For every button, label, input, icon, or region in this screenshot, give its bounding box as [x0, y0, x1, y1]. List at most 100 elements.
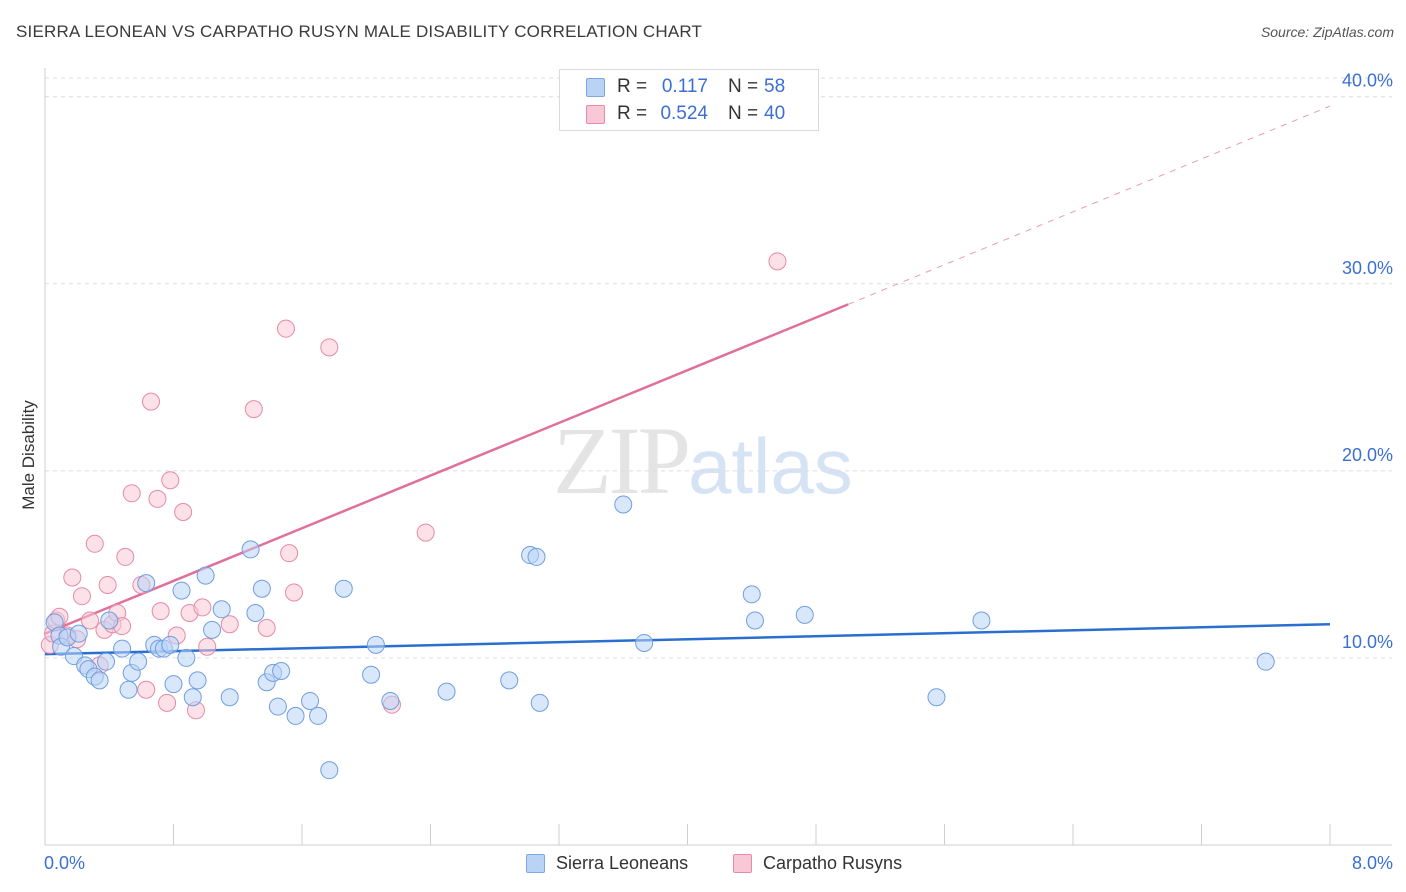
legend-r-value: 0.524 [660, 103, 708, 124]
point-carpatho-rusyns [151, 602, 170, 621]
y-tick-label: 20.0% [1342, 445, 1393, 465]
point-carpatho-rusyns [416, 523, 435, 542]
legend-n-label: N = [728, 76, 759, 97]
point-sierra-leoneans [272, 662, 291, 681]
point-sierra-leoneans [220, 688, 239, 707]
point-sierra-leoneans [246, 604, 265, 623]
legend-row-carpatho-rusyns: R = 0.524 N = 40 [586, 102, 785, 126]
point-carpatho-rusyns [158, 693, 177, 712]
x-tick-label-max: 8.0% [1352, 853, 1393, 873]
point-sierra-leoneans [795, 605, 814, 624]
point-sierra-leoneans [177, 648, 196, 667]
point-sierra-leoneans [437, 682, 456, 701]
point-carpatho-rusyns [768, 252, 787, 271]
point-carpatho-rusyns [320, 338, 339, 357]
point-carpatho-rusyns [244, 400, 263, 419]
axes [44, 68, 1392, 846]
y-tick-label: 30.0% [1342, 258, 1393, 278]
legend-swatch-pink [586, 104, 605, 124]
series-label: Carpatho Rusyns [763, 852, 903, 873]
point-sierra-leoneans [500, 671, 519, 690]
legend-n-value: 40 [764, 103, 786, 124]
point-sierra-leoneans [366, 635, 385, 654]
point-sierra-leoneans [129, 652, 148, 671]
point-sierra-leoneans [334, 579, 353, 598]
point-sierra-leoneans [100, 611, 119, 630]
point-sierra-leoneans [113, 639, 132, 658]
legend-r-value: 0.117 [661, 76, 708, 97]
point-sierra-leoneans [196, 566, 215, 585]
legend-swatch-blue [586, 77, 605, 97]
point-carpatho-rusyns [276, 319, 295, 338]
series-swatch-blue [526, 853, 545, 873]
point-sierra-leoneans [320, 761, 339, 780]
series-legend-carpatho-rusyns: Carpatho Rusyns [733, 851, 902, 875]
point-sierra-leoneans [286, 706, 305, 725]
point-carpatho-rusyns [161, 471, 180, 490]
y-tick-label: 40.0% [1342, 71, 1393, 91]
point-sierra-leoneans [137, 574, 156, 593]
tick-labels: 10.0% 20.0% 30.0% 40.0% 0.0% 8.0% [44, 71, 1393, 873]
legend-n-value: 58 [764, 76, 786, 97]
point-sierra-leoneans [362, 665, 381, 684]
point-sierra-leoneans [161, 635, 180, 654]
trend-line-carpatho-rusyns [44, 303, 849, 635]
chart-title: SIERRA LEONEAN VS CARPATHO RUSYN MALE DI… [16, 22, 703, 41]
point-carpatho-rusyns [80, 611, 99, 630]
point-carpatho-rusyns [193, 598, 212, 617]
legend-row-sierra-leoneans: R = 0.117 N = 58 [586, 75, 785, 99]
point-sierra-leoneans [119, 680, 138, 699]
point-carpatho-rusyns [72, 587, 91, 606]
y-tick-label: 10.0% [1342, 632, 1393, 652]
point-carpatho-rusyns [148, 489, 167, 508]
trend-lines [44, 105, 1331, 656]
correlation-legend: R = 0.117 N = 58 R = 0.524 N = 40 [559, 69, 819, 131]
point-carpatho-rusyns [284, 583, 303, 602]
point-sierra-leoneans [614, 495, 633, 514]
legend-r-label: R = [617, 103, 648, 124]
point-carpatho-rusyns [142, 392, 161, 411]
point-sierra-leoneans [309, 706, 328, 725]
x-tick-label-min: 0.0% [44, 853, 85, 873]
point-sierra-leoneans [742, 585, 761, 604]
point-sierra-leoneans [164, 675, 183, 694]
gridlines [45, 77, 1392, 659]
series-label: Sierra Leoneans [556, 852, 689, 873]
point-sierra-leoneans [241, 540, 260, 559]
trend-line-sierra-leoneans [44, 623, 1331, 656]
point-carpatho-rusyns [63, 568, 82, 587]
point-sierra-leoneans [188, 671, 207, 690]
point-sierra-leoneans [183, 688, 202, 707]
point-sierra-leoneans [635, 633, 654, 652]
point-sierra-leoneans [203, 620, 222, 639]
point-sierra-leoneans [972, 611, 991, 630]
point-sierra-leoneans [745, 611, 764, 630]
watermark-atlas: atlas [688, 422, 853, 510]
point-sierra-leoneans [301, 691, 320, 710]
y-axis-label: Male Disability [19, 400, 38, 510]
point-sierra-leoneans [252, 579, 271, 598]
point-sierra-leoneans [1256, 652, 1275, 671]
point-sierra-leoneans [97, 652, 116, 671]
point-sierra-leoneans [927, 688, 946, 707]
point-carpatho-rusyns [85, 534, 104, 553]
point-carpatho-rusyns [137, 680, 156, 699]
point-sierra-leoneans [172, 581, 191, 600]
point-sierra-leoneans [69, 624, 88, 643]
point-carpatho-rusyns [174, 503, 193, 522]
legend-n-label: N = [728, 103, 759, 124]
point-sierra-leoneans [268, 697, 287, 716]
point-carpatho-rusyns [122, 484, 141, 503]
point-carpatho-rusyns [220, 615, 239, 634]
data-points [40, 252, 1275, 780]
point-carpatho-rusyns [280, 544, 299, 563]
point-carpatho-rusyns [198, 637, 217, 656]
point-sierra-leoneans [212, 600, 231, 619]
point-carpatho-rusyns [116, 547, 135, 566]
series-legend-sierra-leoneans: Sierra Leoneans [526, 851, 688, 875]
point-carpatho-rusyns [257, 618, 276, 637]
point-sierra-leoneans [527, 547, 546, 566]
point-sierra-leoneans [90, 671, 109, 690]
point-carpatho-rusyns [98, 575, 117, 594]
